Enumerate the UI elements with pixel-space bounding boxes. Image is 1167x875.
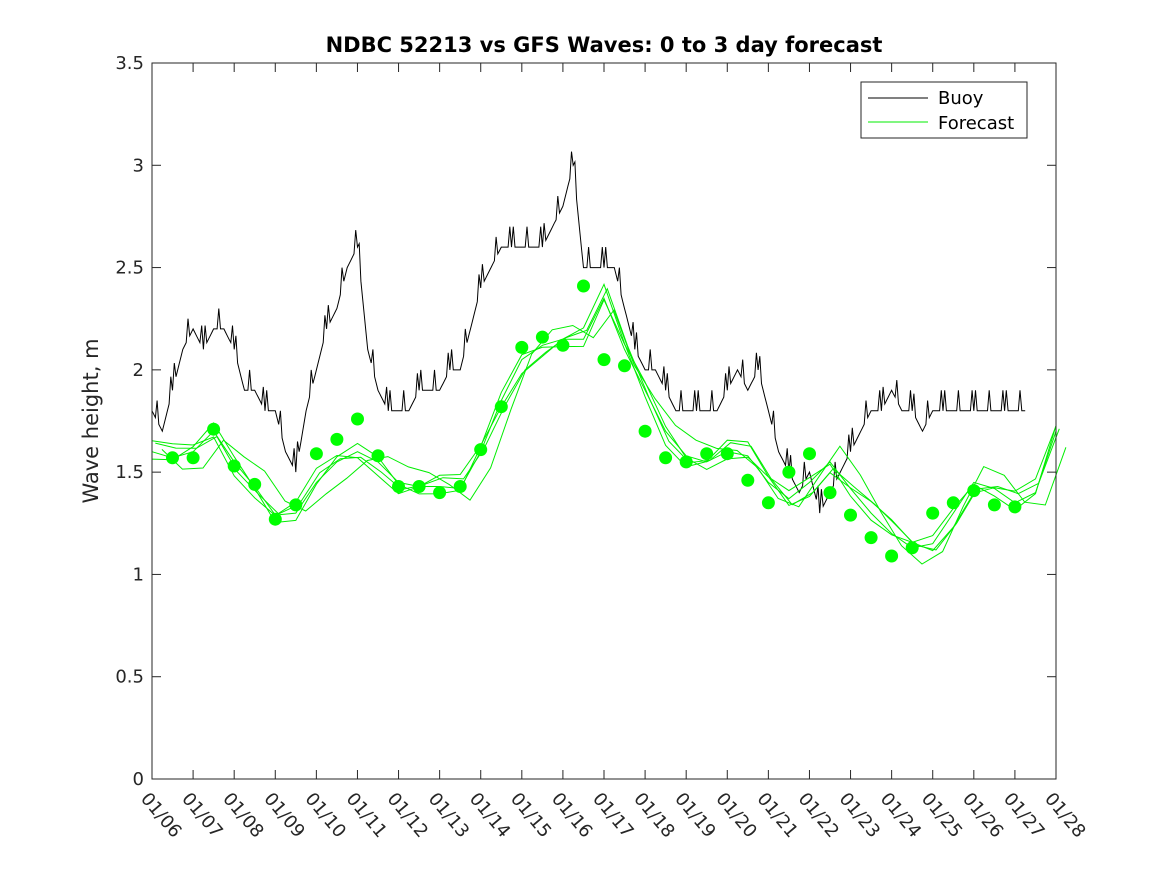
forecast-marker	[597, 353, 611, 367]
forecast-marker	[577, 279, 590, 293]
forecast-marker	[535, 330, 549, 344]
forecast-marker	[1008, 500, 1022, 514]
forecast-marker	[741, 473, 755, 487]
forecast-marker	[905, 541, 919, 555]
forecast-marker	[720, 447, 734, 461]
forecast-marker	[700, 447, 714, 461]
chart-title: NDBC 52213 vs GFS Waves: 0 to 3 day fore…	[326, 33, 883, 57]
forecast-marker	[618, 359, 631, 373]
forecast-marker	[166, 451, 179, 465]
forecast-marker	[864, 531, 878, 545]
forecast-marker	[207, 422, 221, 436]
x-tick-label: 01/06	[136, 789, 185, 842]
forecast-marker	[412, 480, 426, 493]
forecast-marker	[967, 484, 981, 498]
forecast-marker	[227, 459, 241, 473]
forecast-series-line-0	[151, 297, 1057, 549]
x-tick-label: 01/26	[958, 789, 1007, 842]
x-tick-label: 01/18	[629, 789, 678, 842]
buoy-series-line	[151, 151, 1026, 514]
x-tick-label: 01/12	[383, 789, 432, 842]
x-tick-label: 01/11	[342, 789, 391, 842]
x-tick-label: 01/09	[259, 789, 308, 842]
x-tick-label: 01/17	[588, 789, 637, 842]
y-tick-label: 2	[133, 360, 144, 381]
x-tick-label: 01/13	[424, 789, 473, 842]
y-tick-label: 3	[133, 155, 144, 176]
x-tick-label: 01/15	[506, 789, 555, 842]
forecast-marker	[433, 486, 447, 500]
x-tick-label: 01/19	[670, 789, 719, 842]
forecast-series-line-1	[155, 287, 1060, 551]
y-tick-label: 3.5	[115, 53, 144, 74]
forecast-marker	[330, 432, 344, 446]
forecast-marker	[844, 508, 857, 522]
forecast-marker	[679, 455, 693, 469]
forecast-marker	[474, 443, 488, 457]
forecast-series-line-2	[151, 298, 1057, 543]
forecast-marker	[268, 512, 282, 526]
x-tick-label: 01/10	[301, 789, 350, 842]
forecast-marker	[638, 424, 652, 438]
y-tick-label: 1	[133, 564, 144, 585]
forecast-marker	[926, 506, 940, 520]
forecast-marker	[248, 477, 262, 491]
legend-box	[860, 81, 1028, 139]
forecast-marker	[803, 447, 816, 461]
forecast-marker	[515, 340, 529, 354]
forecast-marker	[392, 480, 405, 493]
x-tick-label: 01/08	[218, 789, 267, 842]
forecast-marker	[351, 412, 364, 426]
forecast-marker	[289, 498, 303, 512]
y-axis-label: Wave height, m	[79, 338, 103, 503]
forecast-series-line-3	[161, 309, 1067, 565]
forecast-marker	[453, 480, 467, 493]
forecast-marker	[494, 400, 508, 414]
y-tick-label: 0	[133, 769, 144, 790]
legend-forecast-label: Forecast	[938, 113, 1014, 134]
forecast-marker	[823, 486, 837, 500]
plot-area	[151, 151, 1067, 565]
legend: Buoy Forecast	[860, 81, 1028, 139]
x-tick-label: 01/23	[835, 789, 884, 842]
forecast-marker	[946, 496, 960, 510]
x-tick-label: 01/20	[711, 789, 760, 842]
x-tick-label: 01/27	[999, 789, 1048, 842]
forecast-marker	[987, 498, 1001, 512]
forecast-marker	[556, 338, 570, 352]
forecast-marker	[186, 451, 200, 465]
forecast-marker	[885, 549, 899, 563]
x-tick-label: 01/22	[794, 789, 843, 842]
x-tick-label: 01/14	[465, 789, 514, 842]
forecast-marker	[782, 465, 796, 479]
forecast-marker	[371, 449, 385, 463]
x-tick-label: 01/07	[177, 789, 226, 842]
y-tick-label: 1.5	[115, 462, 144, 483]
forecast-marker	[309, 447, 323, 461]
axes-frame	[151, 62, 1057, 780]
legend-buoy-label: Buoy	[938, 88, 984, 109]
forecast-series-line-4	[151, 282, 1057, 552]
y-tick-label: 0.5	[115, 667, 144, 688]
x-tick-label: 01/25	[917, 789, 966, 842]
x-tick-label: 01/28	[1040, 789, 1089, 842]
x-tick-label: 01/21	[753, 789, 802, 842]
axes: 00.511.522.533.501/0601/0701/0801/0901/1…	[115, 53, 1089, 842]
forecast-marker	[659, 451, 673, 465]
x-tick-label: 01/24	[876, 789, 925, 842]
forecast-marker	[761, 496, 775, 510]
y-tick-label: 2.5	[115, 258, 144, 279]
x-tick-label: 01/16	[547, 789, 596, 842]
